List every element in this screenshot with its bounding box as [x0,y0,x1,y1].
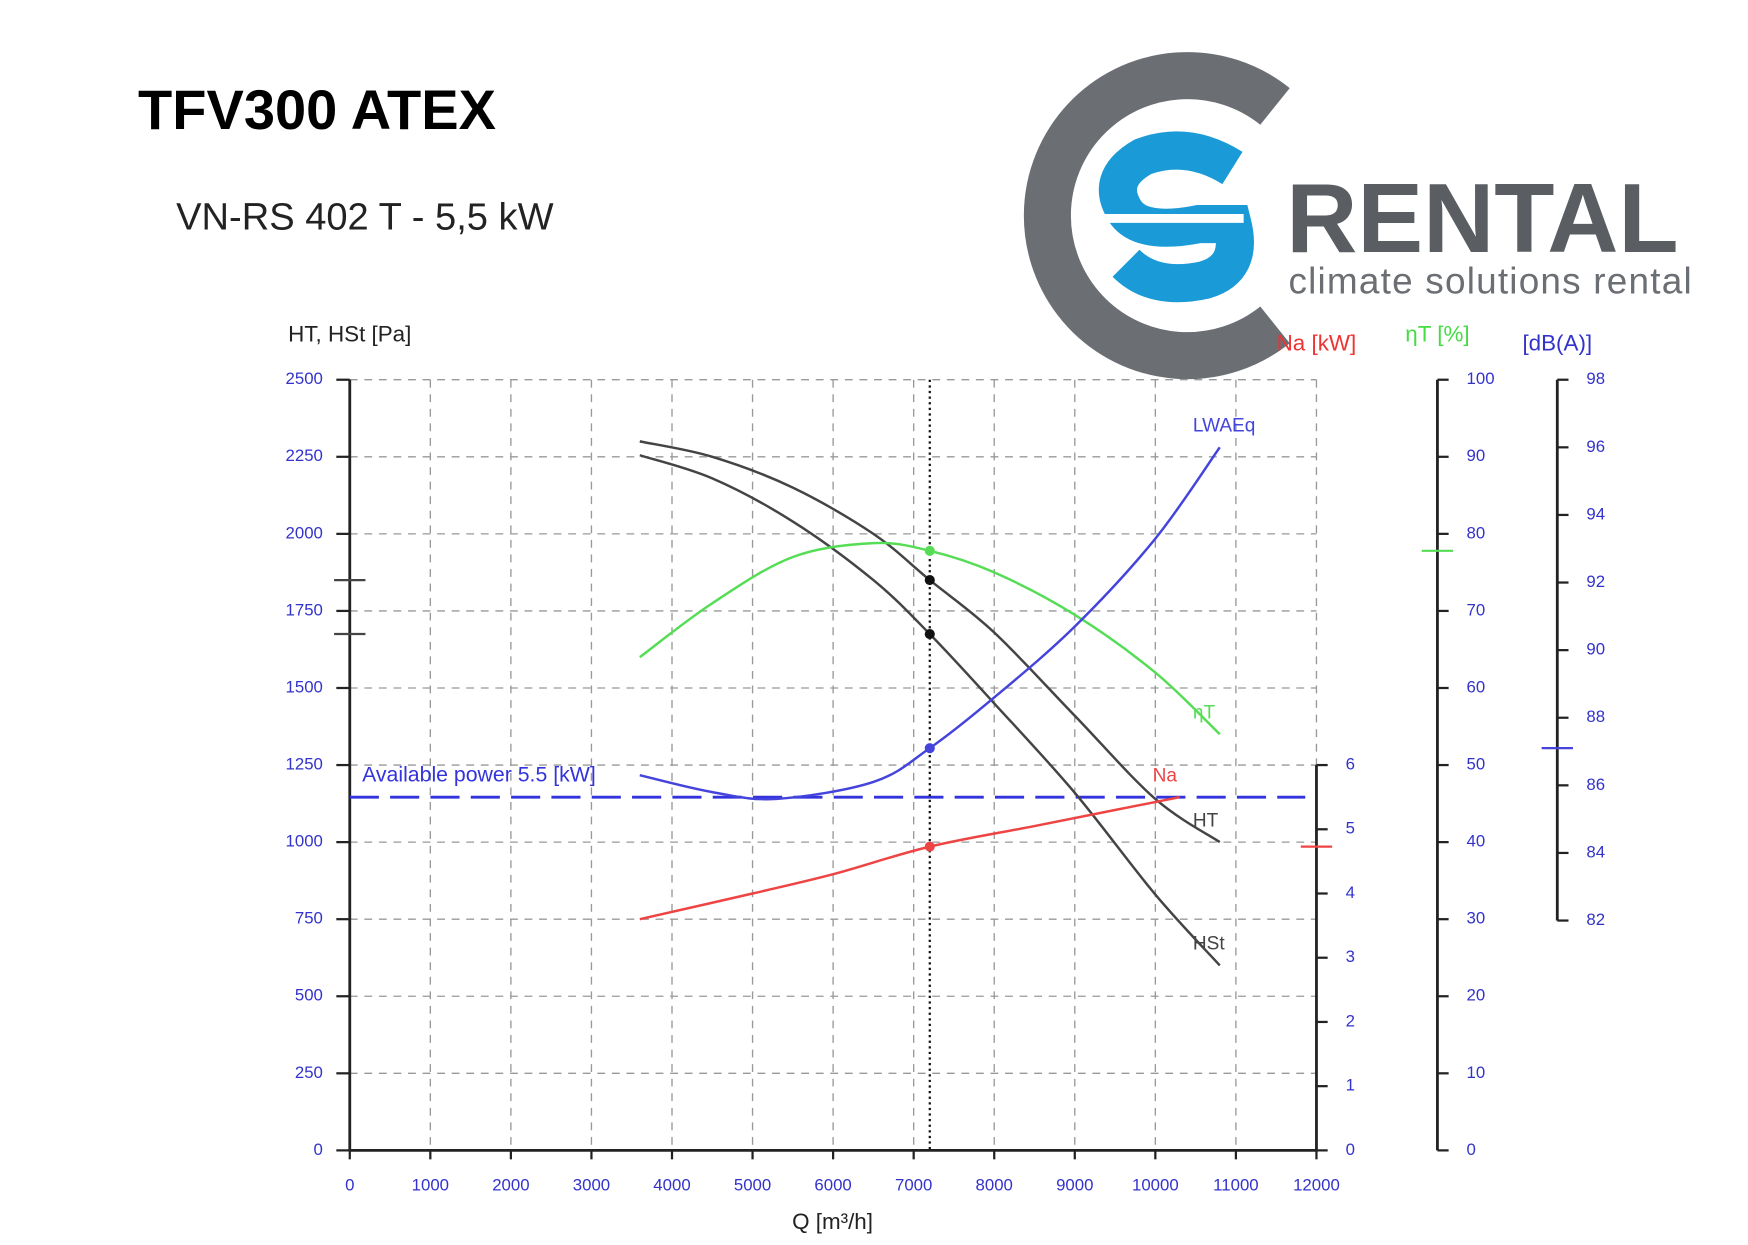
y3-tick-label: 100 [1467,369,1495,388]
available-power-label: Available power 5.5 [kW] [362,762,596,786]
operating-point [924,743,935,754]
y4-tick-label: 92 [1586,572,1605,591]
x-tick-label: 9000 [1056,1176,1093,1195]
y2-tick-label: 5 [1346,819,1355,838]
x-tick-label: 6000 [814,1176,851,1195]
y-axis-title: HT, HSt [Pa] [288,322,411,347]
series-label: Na [1153,765,1178,786]
y2-tick-label: 4 [1346,883,1355,902]
x-tick-label: 10000 [1132,1176,1179,1195]
x-tick-label: 12000 [1293,1176,1340,1195]
series-line [639,440,1221,844]
y2-tick-label: 2 [1346,1011,1355,1030]
y4-tick-label: 88 [1586,707,1605,726]
x-tick-label: 11000 [1213,1176,1258,1195]
logo-tagline: climate solutions rental [1288,260,1691,301]
logo-ring [1023,52,1290,380]
series-label: ηT [1193,703,1216,724]
operating-point [924,545,935,556]
y4-tick-label: 86 [1586,775,1605,794]
series-label: HT [1193,810,1219,831]
y-tick-label: 2000 [286,523,323,542]
x-tick-label: 3000 [573,1176,610,1195]
operating-point [924,575,935,586]
y3-tick-label: 90 [1467,446,1486,465]
y3-tick-label: 20 [1467,986,1486,1005]
operating-point [924,629,935,640]
series-label: HSt [1193,934,1225,955]
operating-point [924,841,935,852]
series-label: LWAEq [1193,416,1255,437]
y-tick-label: 500 [295,986,323,1005]
y-tick-label: 1000 [286,832,323,851]
page-subtitle: VN-RS 402 T - 5,5 kW [176,197,553,239]
y3-tick-label: 40 [1467,832,1486,851]
y3-tick-label: 30 [1467,909,1486,928]
y-tick-label: 2500 [286,369,323,388]
y3-tick-label: 80 [1467,523,1486,542]
y4-tick-label: 98 [1586,369,1605,388]
y2-tick-label: 1 [1346,1076,1355,1095]
x-tick-label: 2000 [492,1176,529,1195]
logo-name: RENTAL [1286,163,1678,273]
x-axis-title: Q [m³/h] [792,1209,873,1234]
logo-s [1098,131,1254,303]
y3-tick-label: 60 [1467,677,1486,696]
y3-tick-label: 0 [1467,1140,1476,1159]
x-tick-label: 4000 [653,1176,690,1195]
y-tick-label: 1500 [286,677,323,696]
y4-axis-title: [dB(A)] [1522,331,1592,356]
y3-tick-label: 70 [1467,600,1486,619]
y3-axis-title: ηT [%] [1405,322,1469,347]
series-line [639,795,1180,921]
y4-tick-label: 90 [1586,640,1605,659]
y-tick-label: 2250 [286,446,323,465]
y-tick-label: 1250 [286,754,323,773]
y2-tick-label: 0 [1346,1140,1355,1159]
logo: RENTAL climate solutions rental [1023,52,1692,380]
x-tick-label: 1000 [412,1176,449,1195]
x-tick-label: 0 [345,1176,354,1195]
x-tick-label: 5000 [734,1176,771,1195]
y-tick-label: 250 [295,1063,323,1082]
y-tick-label: 0 [314,1140,323,1159]
x-tick-label: 8000 [976,1176,1013,1195]
y3-tick-label: 10 [1467,1063,1486,1082]
y2-tick-label: 3 [1346,947,1355,966]
series-line [639,446,1221,801]
series-line [639,454,1221,967]
x-tick-label: 7000 [895,1176,932,1195]
y-tick-label: 750 [295,909,323,928]
page-title: TFV300 ATEX [138,78,496,141]
y4-tick-label: 94 [1586,504,1605,523]
y4-tick-label: 82 [1586,910,1605,929]
y4-tick-label: 96 [1586,437,1605,456]
y2-axis-title: Na [kW] [1277,331,1357,356]
y2-tick-label: 6 [1346,754,1355,773]
y-tick-label: 1750 [286,600,323,619]
y4-tick-label: 84 [1586,842,1605,861]
y3-tick-label: 50 [1467,754,1486,773]
